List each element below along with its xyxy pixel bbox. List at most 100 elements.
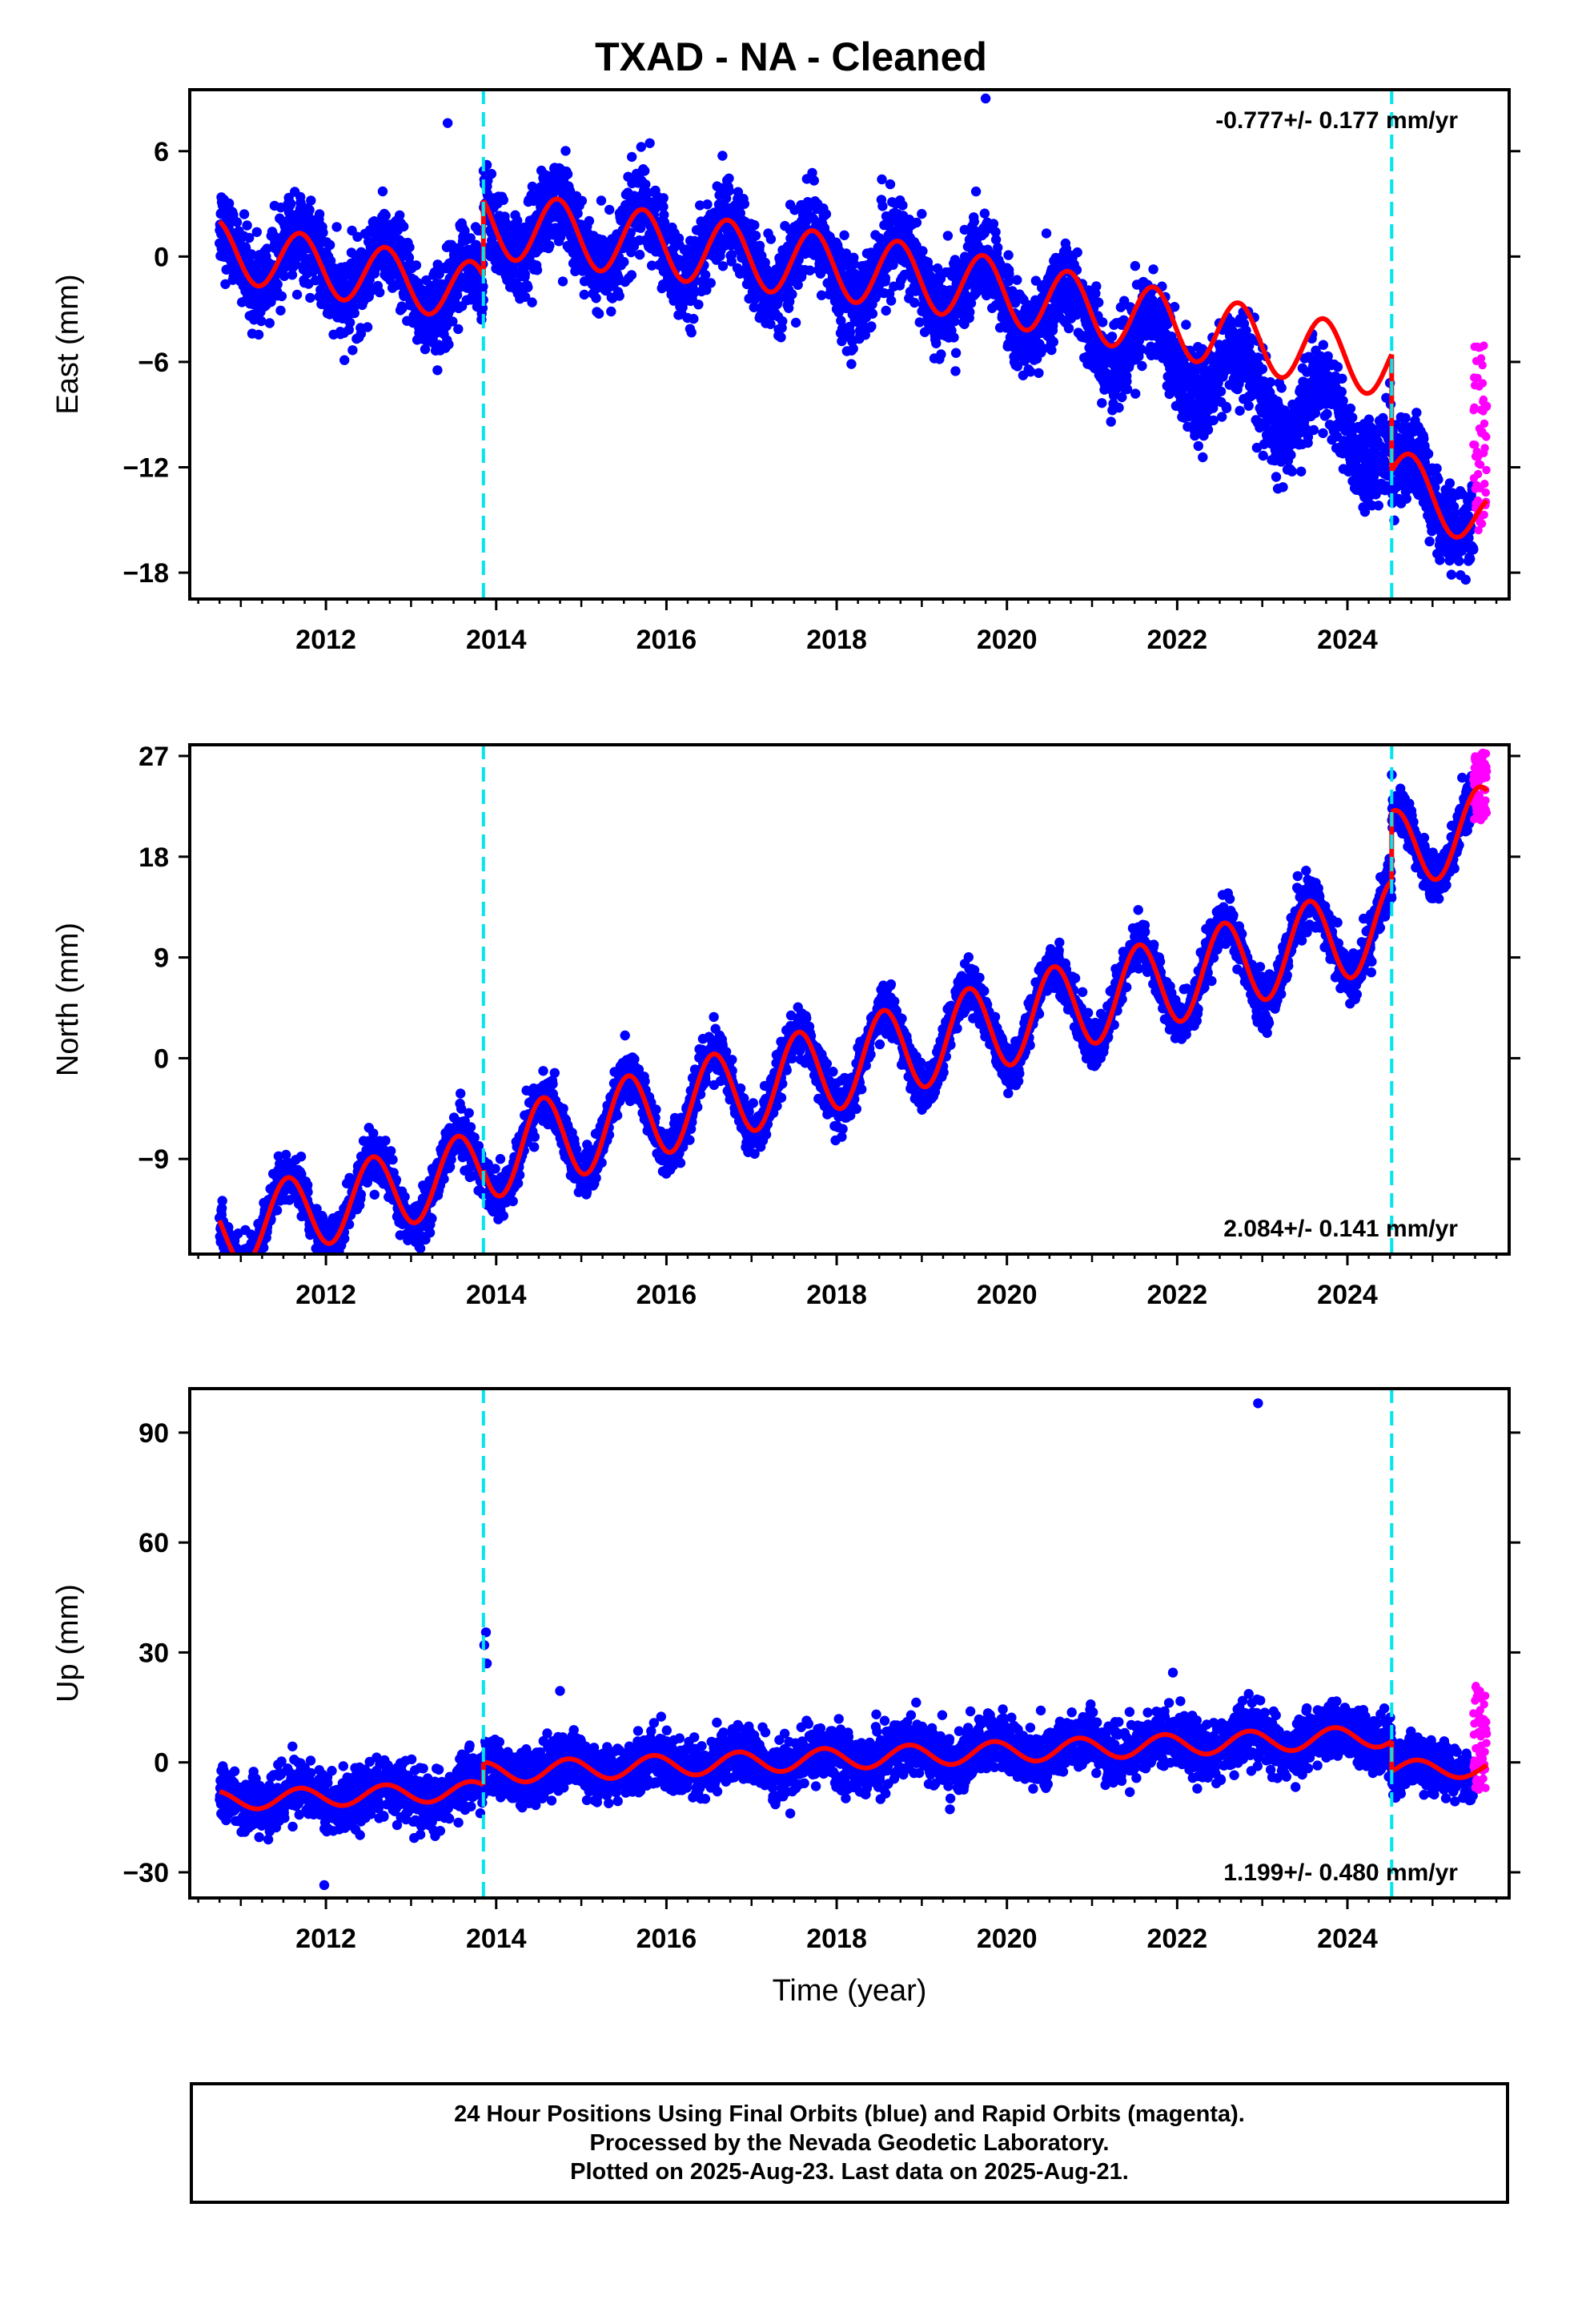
final-orbit-point [936, 349, 946, 360]
final-orbit-point [658, 201, 669, 212]
final-orbit-point [765, 319, 776, 329]
final-orbit-point [520, 292, 531, 302]
final-orbit-point [411, 260, 422, 271]
final-orbit-point [448, 316, 458, 327]
final-orbit-point [693, 300, 704, 310]
final-orbit-point [369, 216, 379, 227]
final-orbit-point [717, 151, 728, 161]
final-orbit-point [1208, 415, 1219, 426]
final-orbit-point [860, 330, 871, 340]
final-orbit-point [591, 293, 601, 304]
final-orbit-point [1243, 400, 1254, 411]
final-orbit-point [874, 233, 885, 243]
final-orbit-point [726, 249, 737, 260]
final-orbit-point [1048, 336, 1059, 348]
final-orbit-point [659, 210, 669, 220]
final-orbit-point [305, 292, 315, 304]
final-orbit-point [244, 232, 255, 243]
final-orbit-point [1253, 352, 1263, 363]
final-orbit-point [932, 263, 943, 274]
final-orbit-point [228, 210, 239, 220]
final-orbit-point [897, 200, 908, 211]
final-orbit-point [1012, 275, 1022, 285]
final-orbit-point [1091, 281, 1102, 292]
final-orbit-point [1072, 247, 1082, 258]
final-orbit-point [965, 307, 975, 317]
final-orbit-point [276, 291, 287, 302]
final-orbit-point [846, 359, 857, 369]
final-orbit-point [949, 332, 959, 343]
final-orbit-point [452, 290, 463, 300]
final-orbit-point [1400, 412, 1411, 424]
final-orbit-point [527, 297, 537, 308]
final-orbit-point [1286, 449, 1296, 460]
final-orbit-points [215, 138, 1479, 581]
final-orbit-point [911, 217, 922, 228]
final-orbit-point [287, 270, 298, 280]
final-orbit-point [486, 168, 497, 179]
final-orbit-point [1004, 269, 1014, 279]
final-orbit-point [644, 138, 655, 148]
final-orbit-point [576, 195, 588, 206]
final-orbit-point [1198, 452, 1208, 463]
final-orbit-point [478, 281, 488, 292]
final-orbit-point [849, 259, 860, 269]
final-orbit-point [520, 269, 530, 279]
final-orbit-point [471, 239, 481, 250]
final-orbit-point [724, 186, 734, 196]
final-orbit-point [579, 289, 589, 300]
final-orbit-point [809, 175, 819, 186]
final-orbit-point [1424, 536, 1435, 547]
final-orbit-point [404, 242, 415, 252]
final-orbit-point [1098, 317, 1108, 328]
final-orbit-point [465, 233, 476, 243]
final-orbit-point [1030, 275, 1042, 286]
final-orbit-point [453, 324, 464, 335]
final-orbit-point [833, 307, 844, 318]
final-orbit-point [395, 210, 405, 220]
final-orbit-point [380, 210, 391, 221]
final-orbit-point [1359, 506, 1371, 517]
final-orbit-point [264, 318, 275, 328]
final-orbit-point [1308, 424, 1319, 436]
final-orbit-point [1137, 360, 1147, 372]
final-orbit-point [318, 227, 328, 238]
final-orbit-point [776, 332, 786, 343]
final-orbit-point [658, 193, 669, 203]
final-orbit-point [291, 259, 301, 270]
final-orbit-point [253, 329, 264, 340]
final-orbit-point [399, 221, 409, 232]
final-orbit-point [803, 202, 814, 213]
final-orbit-point [352, 231, 363, 242]
final-orbit-point [877, 174, 887, 185]
final-orbit-point [754, 240, 765, 251]
final-orbit-point [523, 282, 533, 292]
final-orbit-point [220, 279, 231, 289]
final-orbit-point [1345, 403, 1356, 414]
final-orbit-point [634, 249, 645, 260]
final-orbit-point [765, 234, 777, 244]
final-orbit-point [619, 256, 629, 267]
final-orbit-point [1338, 396, 1348, 406]
final-orbit-point [1215, 386, 1227, 396]
final-orbit-point [262, 243, 272, 254]
final-orbit-point [931, 338, 942, 348]
final-orbit-point [242, 220, 252, 231]
final-orbit-point [432, 365, 443, 376]
final-orbit-point [444, 339, 454, 350]
final-orbit-point [705, 278, 716, 288]
final-orbit-point [1337, 373, 1347, 384]
final-orbit-point [848, 344, 858, 354]
final-orbit-point [1278, 482, 1288, 493]
final-orbit-point [355, 328, 367, 339]
final-orbit-point [347, 345, 358, 356]
final-orbit-point [596, 195, 607, 206]
final-orbit-point [877, 201, 888, 211]
final-orbit-point [239, 209, 250, 219]
final-orbit-point [1241, 325, 1251, 336]
final-orbit-point [807, 167, 817, 179]
final-orbit-point [1114, 402, 1124, 413]
final-orbit-point [950, 348, 962, 358]
final-orbit-point [1169, 302, 1180, 312]
final-orbit-point [627, 151, 637, 163]
